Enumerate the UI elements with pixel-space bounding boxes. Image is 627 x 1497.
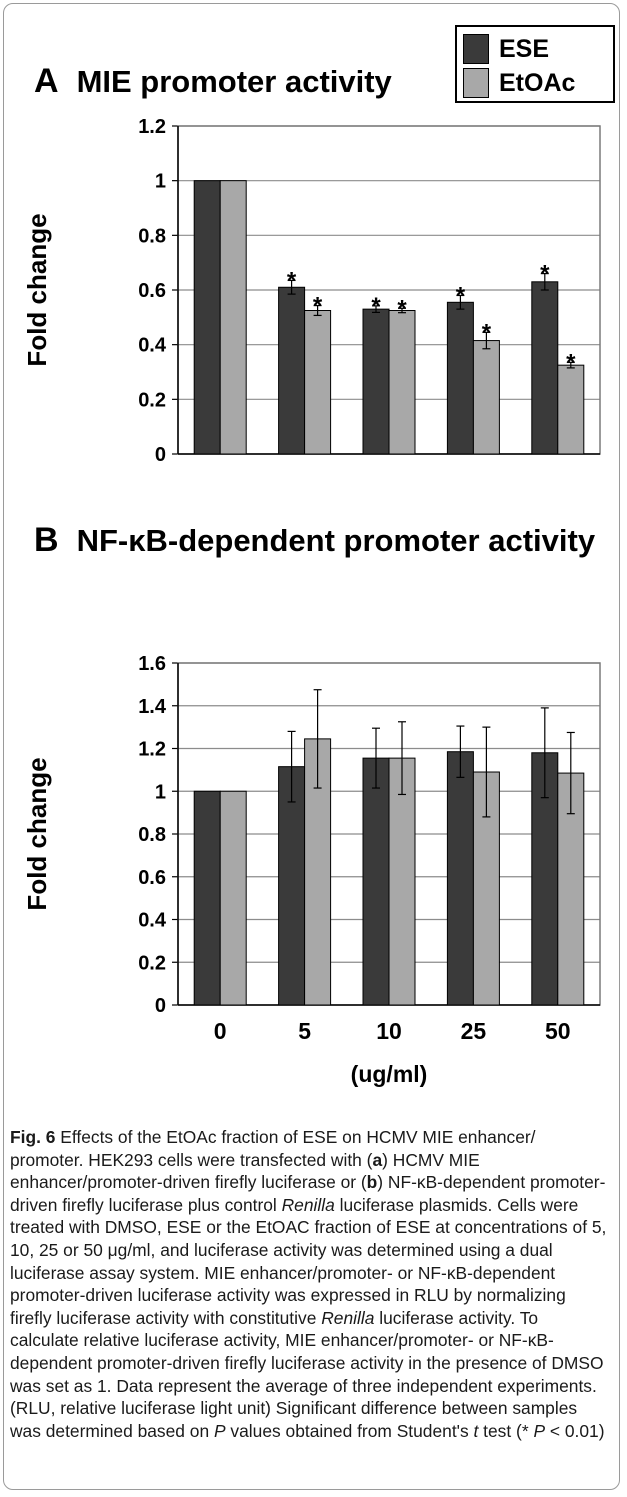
caption-text: test (*	[478, 1420, 534, 1441]
caption-italic: Renilla	[281, 1194, 335, 1215]
chart-b: 0 0.2 0.4 0.6 0.8 1 1.2 1.4 1.6 Fold change 0 5 10 25…	[22, 653, 601, 1087]
chart-b-y-tick-label: 1.2	[138, 739, 166, 761]
chart-a-bar-etoac	[557, 364, 585, 455]
chart-a-significance-marker: *	[371, 293, 381, 320]
panel-a-title-text: MIE promoter activity	[76, 64, 392, 99]
chart-a-y-tick-label: 1	[155, 171, 166, 193]
chart-a-significance-marker: *	[456, 282, 466, 309]
chart-a-bar-ese	[362, 308, 390, 455]
chart-b-x-tick-label: 25	[461, 1018, 487, 1044]
caption-ref-a: a	[372, 1149, 383, 1170]
caption-text: luciferase plasmids. Cells were treated …	[10, 1194, 607, 1328]
chart-b-x-tick-label: 50	[545, 1018, 571, 1044]
caption-italic: t	[473, 1420, 479, 1441]
chart-b-y-tick-label: 0.2	[138, 952, 166, 974]
chart-b-y-axis-label: Fold change	[22, 757, 52, 910]
chart-a-significance-marker: *	[397, 295, 407, 322]
chart-b-y-tick-label: 0.6	[138, 867, 166, 889]
chart-a-bar-etoac	[472, 340, 500, 455]
chart-b-y-tick-label: 1	[155, 781, 166, 803]
legend-swatch-ese	[463, 34, 489, 64]
chart-b-bar-ese	[278, 766, 306, 1006]
chart-a-significance-marker: *	[313, 293, 323, 320]
chart-b-y-tick-label: 0.8	[138, 824, 166, 846]
chart-a-y-tick-label: 0.4	[138, 335, 167, 357]
caption-text: values obtained from Student's	[225, 1420, 474, 1441]
legend: ESE EtOAc	[455, 25, 615, 103]
chart-b-x-tick-label: 5	[298, 1018, 311, 1044]
chart-a-significance-marker: *	[287, 267, 297, 294]
chart-a: 0 0.2 0.4 0.6 0.8 1 1.2 Fold change * * * * * * * *	[22, 116, 601, 466]
legend-item-etoac: EtOAc	[463, 67, 575, 99]
chart-b-y-tick-label: 0.4	[138, 910, 167, 932]
figure-frame	[3, 3, 620, 1490]
figure-caption: Fig. 6 Effects of the EtOAc fraction of …	[10, 1126, 610, 1442]
chart-a-bar-ese	[193, 180, 221, 455]
chart-a-y-axis-label: Fold change	[22, 213, 52, 366]
chart-a-bar-etoac	[388, 310, 416, 455]
panel-a-title: A MIE promoter activity	[34, 62, 392, 101]
chart-b-bar-etoac	[219, 790, 247, 1006]
chart-b-bar-ese	[362, 757, 390, 1006]
chart-a-y-tick-label: 0.2	[138, 389, 166, 411]
panel-b-title-text: NF-κB-dependent promoter activity	[76, 523, 596, 558]
chart-b-x-tick-label: 10	[376, 1018, 402, 1044]
caption-fig-label: Fig. 6	[10, 1127, 56, 1147]
chart-b-y-tick-label: 1.4	[138, 696, 167, 718]
caption-ref-b: b	[366, 1172, 378, 1193]
caption-text: < 0.01)	[545, 1420, 605, 1441]
caption-text: ) NF-κB-dependent promoter-driven firefl…	[10, 1172, 606, 1215]
chart-a-y-tick-label: 0	[155, 444, 166, 466]
caption-text: luciferase activity. To calculate relati…	[10, 1307, 604, 1441]
chart-a-y-tick-label: 0.6	[138, 280, 166, 302]
chart-a-bar-ese	[446, 301, 474, 455]
chart-a-y-tick-label: 1.2	[138, 116, 166, 138]
chart-a-significance-marker: *	[482, 319, 492, 346]
caption-text: ) HCMV MIE enhancer/promoter-driven fire…	[10, 1149, 480, 1193]
chart-b-x-axis-label: (ug/ml)	[351, 1061, 428, 1087]
legend-label-ese: ESE	[499, 34, 550, 63]
panel-b-title: B NF-κB-dependent promoter activity	[34, 521, 595, 560]
chart-b-bar-etoac	[388, 757, 416, 1006]
caption-italic: P	[533, 1420, 546, 1441]
chart-b-x-tick-label: 0	[214, 1018, 227, 1044]
chart-b-y-tick-label: 1.6	[138, 653, 166, 675]
chart-a-bar-etoac	[219, 180, 247, 455]
legend-swatch-etoac	[463, 68, 489, 98]
caption-italic: Renilla	[321, 1307, 375, 1328]
caption-text: Effects of the EtOAc fraction of ESE on …	[10, 1127, 536, 1170]
chart-b-bar-ese	[446, 751, 474, 1006]
panel-a-letter: A	[34, 62, 59, 100]
legend-label-etoac: EtOAc	[499, 68, 576, 97]
legend-item-ese: ESE	[463, 33, 549, 65]
chart-a-significance-marker: *	[540, 261, 550, 288]
chart-a-significance-marker: *	[566, 349, 576, 376]
caption-italic: P	[213, 1420, 226, 1441]
chart-b-y-tick-label: 0	[155, 995, 166, 1017]
chart-b-bar-ese	[193, 790, 221, 1006]
panel-b-letter: B	[34, 521, 59, 559]
chart-a-bar-etoac	[304, 310, 332, 455]
chart-a-bar-ese	[531, 281, 559, 455]
chart-a-y-tick-label: 0.8	[138, 225, 166, 247]
chart-a-bar-ese	[278, 286, 306, 455]
